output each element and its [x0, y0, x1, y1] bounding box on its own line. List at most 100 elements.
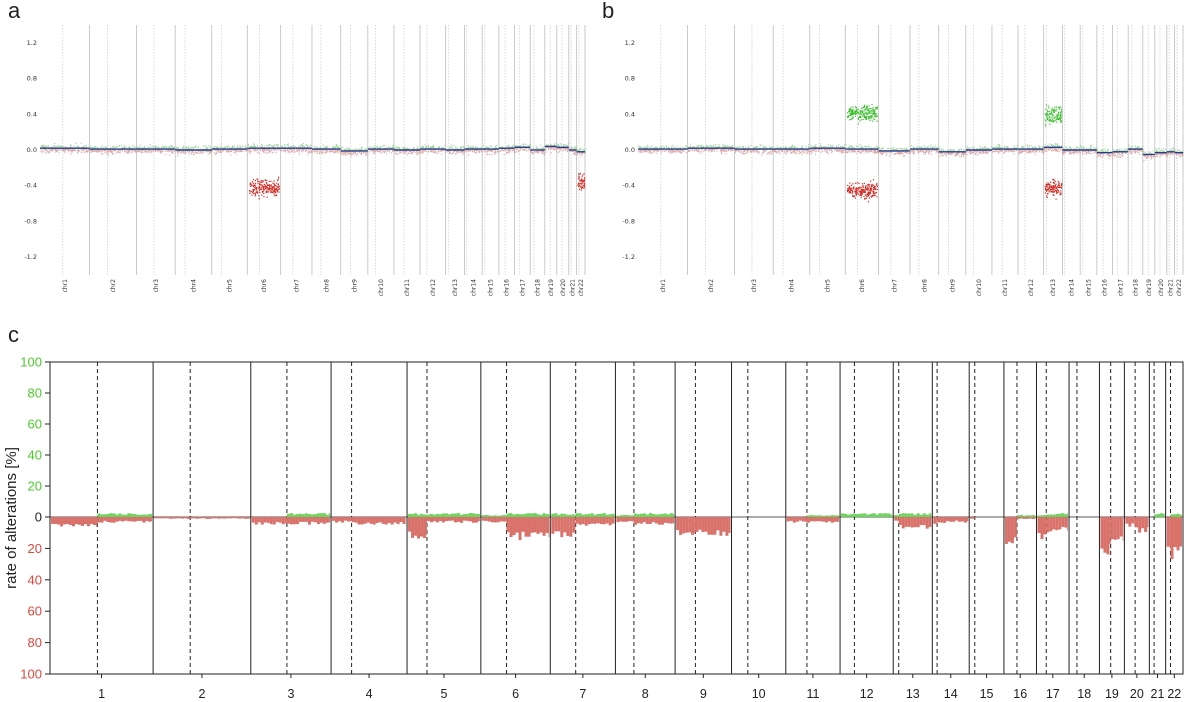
probe-point [334, 149, 337, 151]
probe-point [645, 150, 648, 152]
probe-point [676, 150, 678, 152]
probe-point [513, 146, 515, 148]
probe-point [300, 148, 302, 150]
probe-point [354, 151, 356, 153]
probe-point [421, 147, 423, 149]
probe-point [966, 153, 968, 156]
probe-point [744, 149, 746, 151]
probe-point [472, 147, 474, 149]
probe-point [942, 154, 944, 156]
probe-point [914, 150, 916, 152]
probe-point [285, 148, 287, 150]
probe-point [40, 150, 42, 152]
probe-point [850, 145, 852, 148]
probe-point [388, 150, 390, 152]
probe-point [791, 150, 793, 152]
probe-point [659, 149, 661, 151]
probe-point [874, 149, 876, 151]
probe-point [59, 149, 61, 151]
probe-point [157, 146, 159, 148]
probe-point [877, 146, 879, 148]
probe-point [394, 147, 396, 149]
probe-point [70, 146, 72, 148]
probe-point [987, 151, 989, 153]
probe-point [291, 150, 293, 152]
probe-point [374, 150, 376, 152]
probe-point [448, 150, 450, 152]
probe-point [209, 152, 212, 154]
probe-point [786, 150, 788, 152]
probe-point [638, 150, 640, 152]
probe-point [514, 148, 516, 150]
probe-point [919, 146, 921, 148]
probe-point [554, 143, 556, 145]
probe-point [753, 149, 755, 151]
probe-point [876, 149, 878, 151]
probe-point [574, 146, 576, 148]
probe-point [720, 153, 723, 155]
probe-point [762, 151, 764, 153]
panel-letter-b: b [602, 0, 615, 23]
probe-point [390, 147, 392, 149]
probe-point [117, 150, 119, 152]
probe-point [763, 146, 765, 148]
probe-point [286, 144, 288, 146]
probe-point [249, 150, 251, 152]
probe-point [655, 147, 657, 149]
probe-point [182, 147, 184, 149]
probe-point [427, 144, 429, 146]
probe-point [829, 150, 831, 152]
probe-point [299, 149, 301, 151]
probe-point [245, 144, 247, 146]
probe-point [709, 149, 711, 151]
probe-point [433, 145, 435, 147]
probe-point [581, 154, 583, 156]
probe-point [413, 151, 415, 153]
probe-point [168, 149, 170, 151]
probe-point [773, 149, 775, 151]
loss-point [269, 185, 271, 187]
probe-point [139, 150, 141, 152]
probe-point [566, 147, 568, 150]
probe-point [183, 151, 185, 154]
probe-point [532, 152, 534, 154]
probe-point [266, 149, 268, 151]
probe-point [753, 146, 755, 148]
probe-point [360, 146, 362, 148]
probe-point [257, 151, 259, 153]
probe-point [350, 153, 352, 155]
probe-point [270, 149, 273, 152]
probe-point [480, 150, 482, 152]
probe-point [182, 151, 184, 153]
probe-point [932, 149, 934, 151]
probe-point [717, 146, 719, 149]
probe-point [440, 150, 442, 152]
probe-point [353, 151, 355, 153]
probe-point [570, 150, 572, 152]
probe-point [846, 147, 848, 149]
probe-point [781, 151, 783, 153]
probe-point [983, 152, 985, 154]
probe-point [417, 151, 419, 153]
probe-point [959, 149, 961, 151]
probe-point [1004, 150, 1006, 152]
probe-point [952, 153, 954, 155]
probe-point [144, 145, 146, 147]
probe-point [97, 150, 99, 153]
loss-point [275, 195, 277, 197]
probe-point [418, 152, 420, 154]
probe-point [271, 152, 273, 154]
probe-point [278, 149, 280, 151]
y-tick-label: 0.8 [27, 75, 37, 83]
probe-point [777, 147, 779, 149]
probe-point [293, 146, 295, 148]
probe-point [433, 147, 435, 149]
probe-point [131, 149, 133, 151]
probe-point [100, 147, 102, 149]
probe-point [264, 150, 266, 152]
probe-point [121, 149, 123, 151]
probe-point [961, 148, 963, 150]
probe-point [215, 153, 218, 155]
probe-point [511, 145, 513, 147]
probe-point [375, 150, 377, 152]
